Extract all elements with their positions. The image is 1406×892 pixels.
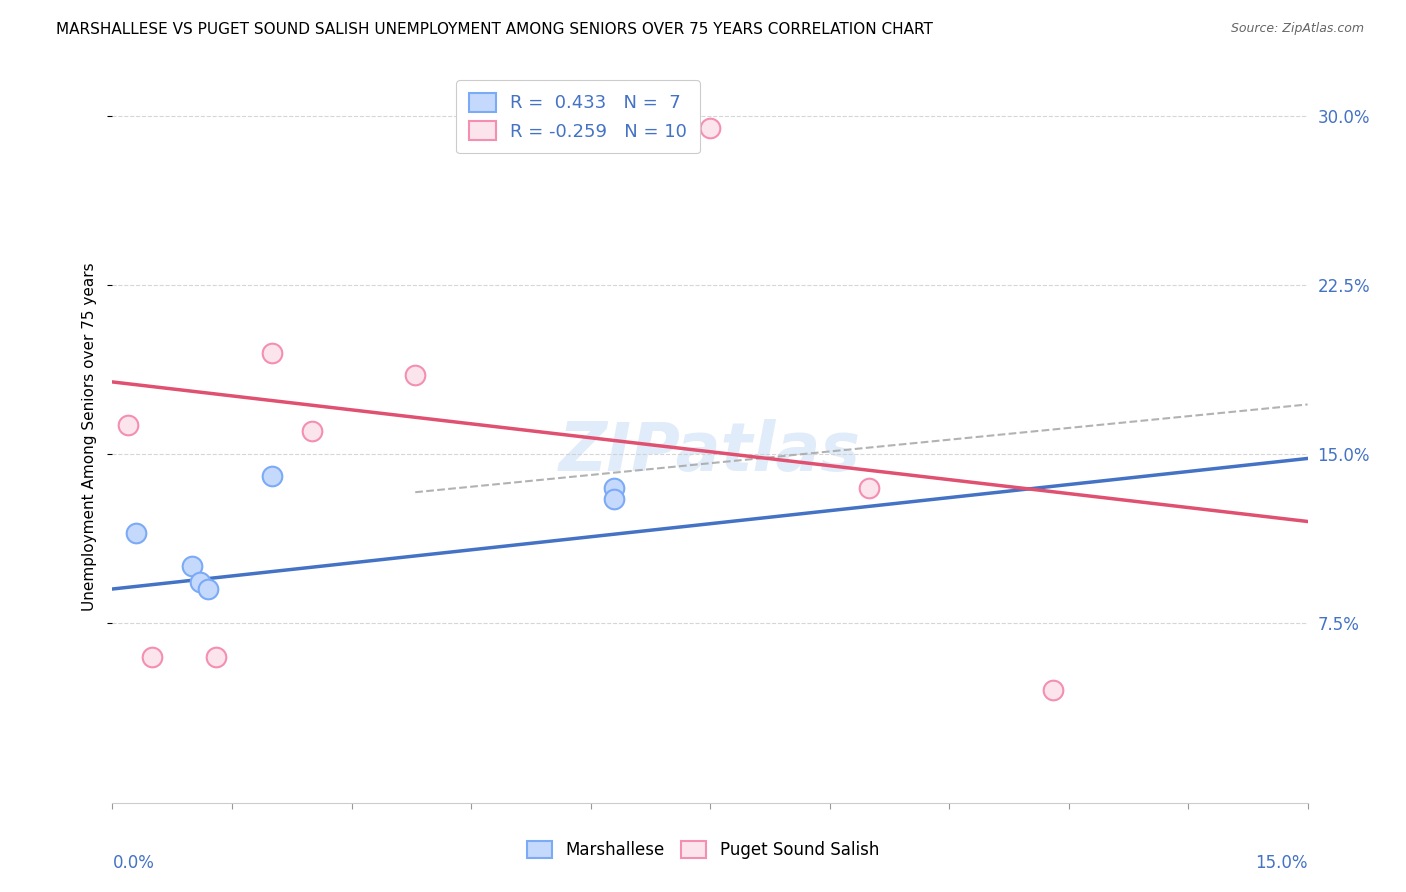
- Point: [117, 417, 139, 432]
- Legend: R =  0.433   N =  7, R = -0.259   N = 10: R = 0.433 N = 7, R = -0.259 N = 10: [456, 80, 700, 153]
- Point: [603, 481, 626, 495]
- Point: [404, 368, 426, 383]
- Point: [197, 582, 219, 596]
- Point: [188, 575, 211, 590]
- Text: Source: ZipAtlas.com: Source: ZipAtlas.com: [1230, 22, 1364, 36]
- Point: [181, 559, 204, 574]
- Text: 15.0%: 15.0%: [1256, 854, 1308, 872]
- Text: MARSHALLESE VS PUGET SOUND SALISH UNEMPLOYMENT AMONG SENIORS OVER 75 YEARS CORRE: MARSHALLESE VS PUGET SOUND SALISH UNEMPL…: [56, 22, 934, 37]
- Text: ZIPatlas: ZIPatlas: [560, 418, 860, 484]
- Legend: Marshallese, Puget Sound Salish: Marshallese, Puget Sound Salish: [520, 834, 886, 866]
- Point: [619, 120, 641, 135]
- Y-axis label: Unemployment Among Seniors over 75 years: Unemployment Among Seniors over 75 years: [82, 263, 97, 611]
- Point: [260, 345, 283, 359]
- Point: [260, 469, 283, 483]
- Point: [699, 120, 721, 135]
- Point: [205, 649, 228, 664]
- Point: [125, 525, 148, 540]
- Text: 0.0%: 0.0%: [112, 854, 155, 872]
- Point: [858, 481, 880, 495]
- Point: [301, 425, 323, 439]
- Point: [603, 491, 626, 506]
- Point: [141, 649, 163, 664]
- Point: [1042, 683, 1064, 698]
